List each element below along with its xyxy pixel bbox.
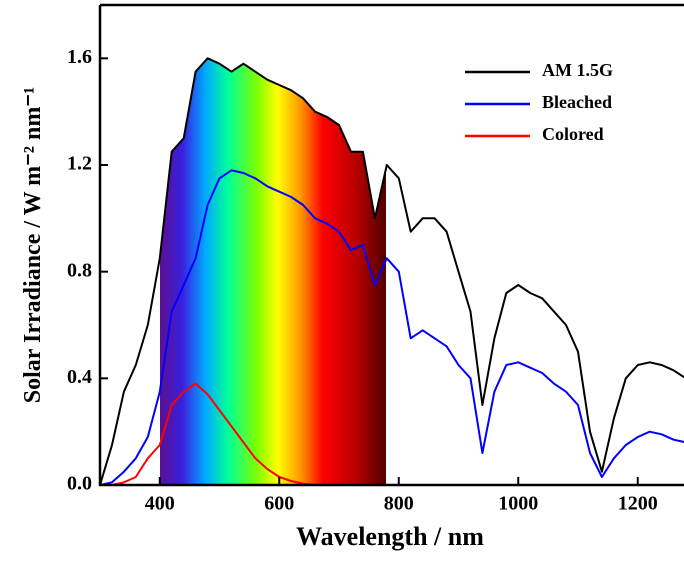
plot-area bbox=[100, 57, 684, 485]
spectrum-fill bbox=[160, 58, 386, 485]
x-tick-label: 1000 bbox=[498, 493, 538, 515]
legend-label: AM 1.5G bbox=[542, 60, 613, 80]
y-tick-label: 0.4 bbox=[67, 366, 92, 388]
legend-label: Bleached bbox=[542, 92, 612, 112]
x-axis-label: Wavelength / nm bbox=[296, 522, 484, 551]
y-tick-label: 0.0 bbox=[67, 473, 92, 495]
data-line bbox=[100, 57, 684, 485]
data-line bbox=[100, 169, 684, 485]
x-tick-label: 400 bbox=[145, 493, 175, 515]
data-line bbox=[100, 382, 684, 485]
y-tick-label: 1.2 bbox=[67, 153, 92, 175]
legend-label: Colored bbox=[542, 124, 604, 144]
x-tick-label: 800 bbox=[384, 493, 414, 515]
y-axis-label: Solar Irradiance / W m⁻² nm⁻¹ bbox=[20, 87, 46, 403]
y-tick-label: 1.6 bbox=[67, 46, 92, 68]
x-tick-label: 600 bbox=[264, 493, 294, 515]
x-tick-label: 1200 bbox=[618, 493, 658, 515]
y-tick-label: 0.8 bbox=[67, 259, 92, 281]
